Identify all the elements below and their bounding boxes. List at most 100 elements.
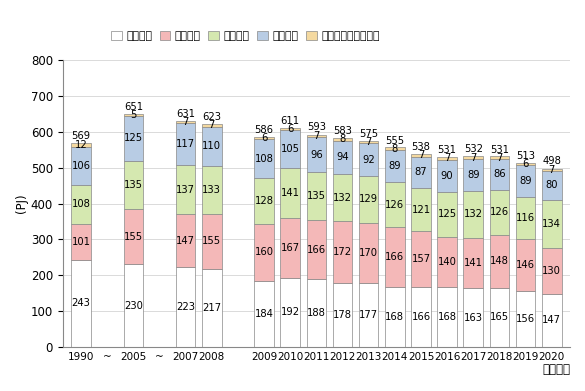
Text: 172: 172 [333, 247, 352, 257]
Text: 92: 92 [362, 155, 375, 165]
Text: 135: 135 [307, 191, 326, 201]
Bar [385, 287, 405, 347]
Text: 157: 157 [411, 254, 431, 264]
Bar [542, 200, 562, 248]
Text: 177: 177 [359, 310, 378, 320]
Bar [542, 248, 562, 294]
Text: 90: 90 [441, 171, 453, 181]
Y-axis label: (PJ): (PJ) [15, 194, 28, 213]
Text: 184: 184 [254, 309, 274, 319]
Bar [307, 220, 326, 280]
Text: 135: 135 [124, 180, 143, 190]
Text: 6: 6 [522, 159, 529, 169]
Text: 6: 6 [287, 124, 294, 134]
Bar [359, 283, 378, 347]
Text: 166: 166 [411, 312, 431, 322]
Bar [516, 165, 535, 197]
Bar [490, 156, 509, 159]
Text: 7: 7 [549, 165, 555, 175]
Bar [123, 161, 143, 209]
Text: 125: 125 [438, 209, 457, 219]
Text: 106: 106 [71, 161, 91, 171]
Text: 125: 125 [124, 133, 143, 143]
Bar [516, 291, 535, 347]
Text: 170: 170 [359, 248, 378, 258]
X-axis label: （年度）: （年度） [542, 363, 570, 376]
Text: 132: 132 [464, 209, 483, 219]
Bar [385, 182, 405, 227]
Text: 80: 80 [545, 180, 558, 190]
Text: 137: 137 [176, 185, 195, 195]
Text: 108: 108 [254, 154, 274, 163]
Bar [438, 157, 457, 160]
Bar [71, 224, 91, 260]
Bar [542, 169, 562, 171]
Bar [280, 168, 300, 218]
Text: 141: 141 [281, 188, 300, 198]
Text: 168: 168 [438, 312, 457, 322]
Text: 132: 132 [333, 193, 352, 203]
Bar [516, 239, 535, 291]
Bar [123, 114, 143, 116]
Text: 156: 156 [516, 314, 535, 324]
Bar [254, 178, 274, 224]
Bar [333, 221, 352, 283]
Text: 631: 631 [176, 109, 195, 119]
Text: 532: 532 [464, 144, 483, 154]
Bar [438, 160, 457, 192]
Bar [411, 188, 431, 231]
Text: 6: 6 [261, 133, 267, 143]
Text: 101: 101 [71, 237, 91, 247]
Text: 8: 8 [392, 144, 398, 154]
Bar [411, 287, 431, 347]
Bar [542, 171, 562, 200]
Text: 575: 575 [359, 129, 378, 139]
Text: 498: 498 [542, 156, 561, 167]
Text: 168: 168 [386, 312, 404, 322]
Text: 611: 611 [281, 116, 300, 126]
Bar [307, 280, 326, 347]
Bar [307, 135, 326, 137]
Bar [254, 139, 274, 178]
Text: 8: 8 [339, 134, 346, 144]
Text: 94: 94 [336, 152, 349, 162]
Bar [71, 147, 91, 185]
Text: 89: 89 [519, 176, 532, 186]
Text: 147: 147 [542, 316, 561, 325]
Bar [490, 235, 509, 288]
Text: 513: 513 [516, 151, 535, 161]
Bar [176, 124, 195, 165]
Bar [202, 124, 222, 127]
Text: 230: 230 [124, 301, 143, 310]
Text: 531: 531 [490, 145, 509, 154]
Bar [333, 283, 352, 347]
Text: 128: 128 [254, 196, 274, 206]
Bar [123, 209, 143, 264]
Bar [385, 147, 405, 150]
Bar [359, 143, 378, 176]
Bar [385, 227, 405, 287]
Bar [176, 121, 195, 124]
Text: 166: 166 [386, 252, 404, 262]
Bar [359, 141, 378, 143]
Text: 105: 105 [281, 144, 300, 154]
Text: 243: 243 [71, 298, 91, 308]
Bar [333, 138, 352, 141]
Bar [463, 159, 483, 191]
Bar [71, 260, 91, 347]
Text: 192: 192 [281, 307, 300, 317]
Bar [490, 288, 509, 347]
Text: 7: 7 [366, 137, 372, 147]
Bar [333, 141, 352, 174]
Text: 126: 126 [386, 200, 404, 210]
Text: 110: 110 [202, 141, 221, 151]
Text: 651: 651 [124, 102, 143, 111]
Text: 586: 586 [254, 125, 274, 135]
Bar [411, 154, 431, 157]
Text: 5: 5 [130, 110, 136, 120]
Bar [516, 197, 535, 239]
Bar [333, 174, 352, 221]
Bar [176, 267, 195, 347]
Bar [254, 281, 274, 347]
Text: 148: 148 [490, 256, 509, 266]
